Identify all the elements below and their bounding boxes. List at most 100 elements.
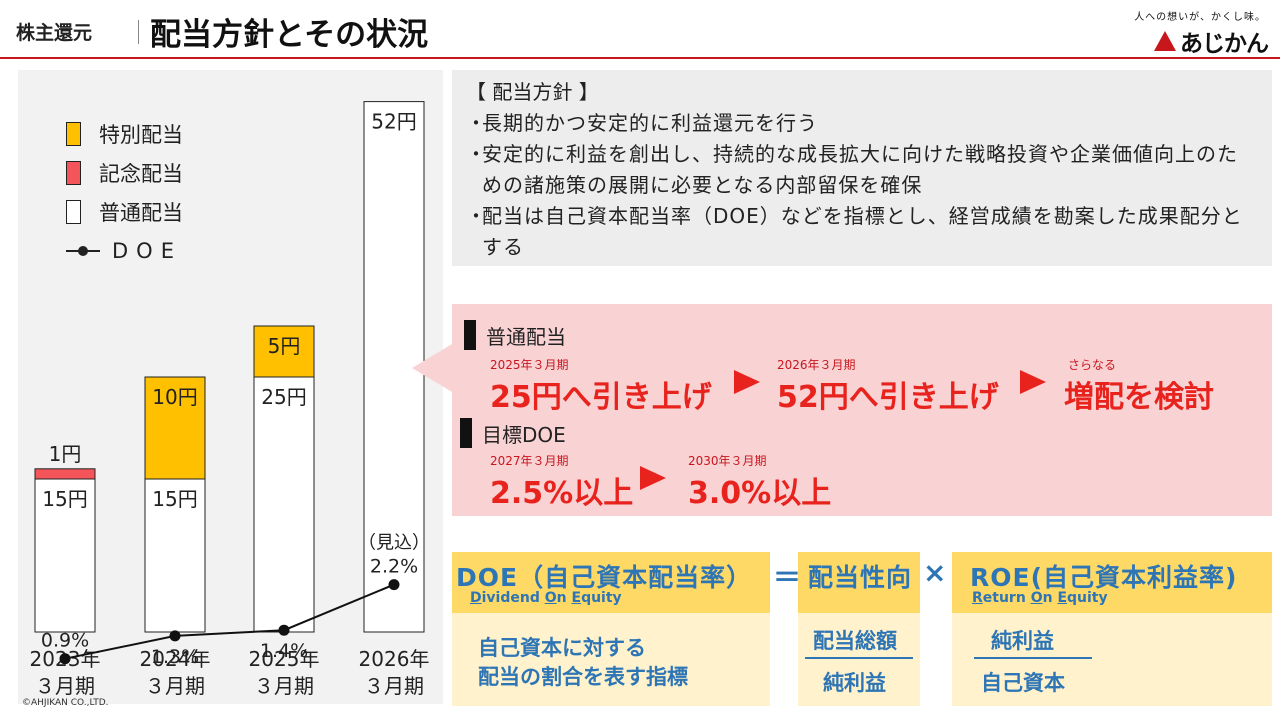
legend-label-doe: DOE: [112, 238, 182, 263]
legend-label-ordinary: 普通配当: [99, 200, 183, 225]
bar-label-commemorative: 1円: [49, 442, 82, 466]
doe-line: [64, 583, 395, 660]
bullet-icon: ・: [466, 142, 486, 166]
payout-numerator: 配当総額: [813, 629, 897, 653]
legend-item-special: 特別配当: [66, 114, 183, 153]
doe-date-2: 2030年３月期: [688, 454, 767, 468]
roe-formula-title: ROE(自己資本利益率): [970, 563, 1238, 592]
logo-tagline: 人への想いが、かくし味。: [1134, 12, 1266, 23]
policy-item: ・長期的かつ安定的に利益還元を行う: [466, 108, 1258, 139]
bar-segment-ordinary: [253, 376, 315, 633]
doe-description-2: 配当の割合を表す指標: [478, 665, 688, 689]
doe-value-label: 1.3%: [151, 646, 199, 668]
bar-segment-special: [253, 325, 315, 378]
logo-triangle-icon: [1154, 31, 1176, 51]
heading-marker-icon: [460, 418, 472, 448]
doe-description-1: 自己資本に対する: [478, 636, 646, 660]
payout-formula-title: 配当性向: [808, 563, 913, 592]
doe-value-label: 1.4%: [260, 640, 308, 662]
logo-wordmark: あじかん: [1180, 31, 1269, 57]
target-doe-heading: 目標DOE: [460, 418, 566, 448]
equals-operator: ＝: [773, 561, 802, 594]
ordinary-dividend-heading: 普通配当: [464, 320, 566, 350]
roe-denominator: 自己資本: [981, 671, 1065, 695]
ordinary-value-3: 増配を検討: [1064, 380, 1214, 415]
arrow-right-icon: [640, 466, 666, 490]
doe-value-label: 2.2%: [370, 556, 418, 578]
heading-marker-icon: [464, 320, 476, 350]
payout-fraction-bar: [805, 657, 913, 659]
bar-label-ordinary: 52円: [371, 110, 416, 134]
legend-line-doe-icon: [66, 239, 100, 263]
doe-point: [278, 624, 290, 636]
bar-label-special: 10円: [152, 385, 197, 409]
ordinary-dividend-title: 普通配当: [486, 324, 566, 349]
doe-definition-header: [452, 552, 770, 613]
bullet-icon: ・: [466, 204, 486, 228]
payout-body: [798, 613, 920, 706]
payout-denominator: 純利益: [823, 671, 886, 695]
roe-numerator: 純利益: [991, 629, 1054, 653]
legend-item-commemorative: 記念配当: [66, 153, 183, 192]
x-tick-label-month: ３月期: [254, 674, 314, 698]
header-divider: [0, 57, 1280, 59]
bar-label-special: 5円: [268, 334, 301, 358]
bar-label-ordinary: 15円: [152, 487, 197, 511]
dividend-chart-panel: 15円1円2023年３月期15円10円2024年３月期25円5円2025年３月期…: [18, 70, 443, 704]
chart-legend: 特別配当 記念配当 普通配当 DOE: [66, 114, 183, 270]
bullet-icon: ・: [466, 111, 486, 135]
page-title: 配当方針とその状況: [150, 17, 429, 53]
ordinary-date-1: 2025年３月期: [490, 358, 569, 372]
doe-definition-body: [452, 613, 770, 706]
legend-swatch-ordinary: [66, 199, 81, 224]
bar-segment-commemorative: [34, 468, 96, 480]
policy-item: ・配当は自己資本配当率（DOE）などを指標とし、経営成績を勘案した成果配分とする: [466, 201, 1258, 263]
x-tick-label-year: 2026年: [359, 647, 430, 671]
doe-forecast-note: （見込）: [358, 533, 430, 554]
doe-point: [59, 653, 71, 665]
ordinary-date-2: 2026年３月期: [777, 358, 856, 372]
header-separator: [138, 20, 139, 44]
ordinary-value-2: 52円へ引き上げ: [777, 380, 999, 415]
bar-segment-ordinary: [34, 478, 96, 633]
copyright: ©AHJIKAN CO.,LTD.: [22, 698, 109, 708]
roe-header: [952, 552, 1272, 613]
times-operator: ×: [923, 556, 947, 589]
doe-formula-title: DOE（自己資本配当率）: [456, 563, 753, 592]
doe-value-label: 0.9%: [41, 630, 89, 652]
policy-item: ・安定的に利益を創出し、持続的な成長拡大に向けた戦略投資や企業価値向上のための諸…: [466, 139, 1258, 201]
legend-label-special: 特別配当: [99, 122, 183, 147]
x-tick-label-year: 2025年: [249, 647, 320, 671]
doe-value-2: 3.0%以上: [688, 476, 832, 511]
legend-swatch-commemorative: [66, 160, 81, 185]
arrow-right-icon: [734, 370, 760, 394]
x-tick-label-month: ３月期: [364, 674, 424, 698]
doe-value-1: 2.5%以上: [490, 476, 634, 511]
legend-swatch-special: [66, 121, 81, 146]
ordinary-value-1: 25円へ引き上げ: [490, 380, 712, 415]
bar-segment-special: [144, 376, 206, 480]
targets-box: 普通配当 2025年３月期 25円へ引き上げ 2026年３月期 52円へ引き上げ…: [452, 304, 1272, 516]
doe-date-1: 2027年３月期: [490, 454, 569, 468]
target-doe-title: 目標DOE: [482, 422, 566, 447]
roe-fraction-bar: [974, 657, 1092, 659]
ordinary-note-3: さらなる: [1068, 358, 1117, 372]
bar-label-ordinary: 25円: [261, 385, 306, 409]
roe-formula-english: Return On Equity: [972, 590, 1108, 606]
dividend-chart: 15円1円2023年３月期15円10円2024年３月期25円5円2025年３月期…: [30, 101, 430, 698]
legend-item-doe: DOE: [66, 231, 183, 270]
doe-formula-english: Dividend On Equity: [470, 590, 622, 606]
doe-point: [388, 579, 400, 591]
policy-item-text: 長期的かつ安定的に利益還元を行う: [482, 111, 818, 135]
x-tick-label-month: ３月期: [145, 674, 205, 698]
x-tick-label-month: ３月期: [35, 674, 95, 698]
policy-item-text: 配当は自己資本配当率（DOE）などを指標とし、経営成績を勘案した成果配分とする: [482, 204, 1243, 259]
callout-pointer-icon: [412, 344, 452, 392]
section-label: 株主還元: [16, 22, 93, 44]
company-logo: あじかん: [1154, 24, 1269, 58]
doe-point: [169, 630, 181, 642]
legend-label-commemorative: 記念配当: [99, 161, 183, 186]
x-tick-label-year: 2024年: [140, 647, 211, 671]
roe-body: [952, 613, 1272, 706]
dividend-policy-box: 【 配当方針 】 ・長期的かつ安定的に利益還元を行う ・安定的に利益を創出し、持…: [452, 70, 1272, 266]
